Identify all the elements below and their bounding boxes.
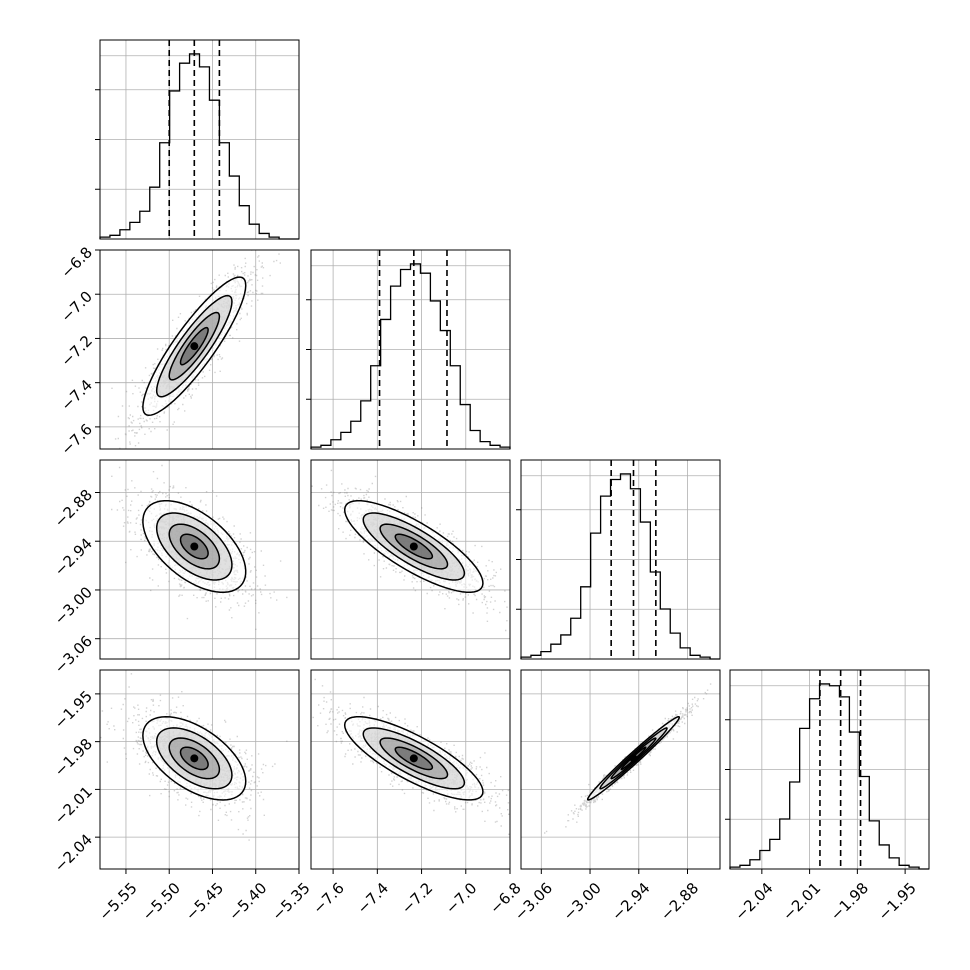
- ytick-label-3-0: −2.04: [51, 830, 96, 875]
- ytick-label-3-3: −1.95: [51, 687, 96, 732]
- xtick-label-3-1: −2.01: [779, 879, 824, 924]
- xtick-label-0-4: −5.35: [269, 879, 314, 924]
- peak-marker-2-1: [409, 542, 418, 551]
- xtick-label-2-2: −2.94: [608, 879, 653, 924]
- panel-3-1: [311, 670, 510, 869]
- ytick-label-3-1: −2.01: [51, 783, 96, 828]
- axes-frame-3-0: [99, 669, 300, 870]
- ytick-label-1-3: −7.0: [58, 288, 96, 326]
- ytick-label-3-2: −1.98: [51, 735, 96, 780]
- axes-frame-0-0: [99, 39, 300, 240]
- panel-2-0: [100, 460, 299, 659]
- xtick-label-3-0: −2.04: [731, 879, 776, 924]
- axes-frame-3-1: [310, 669, 511, 870]
- peak-marker-3-1: [409, 754, 418, 763]
- xtick-label-1-2: −7.2: [398, 879, 436, 917]
- xtick-label-0-1: −5.50: [139, 879, 184, 924]
- panel-3-2: [521, 670, 720, 869]
- xtick-label-0-3: −5.40: [225, 879, 270, 924]
- ytick-label-2-3: −2.88: [51, 486, 96, 531]
- ytick-label-1-2: −7.2: [58, 332, 96, 370]
- ytick-label-2-0: −3.06: [51, 632, 96, 677]
- peak-marker-2-0: [190, 542, 199, 551]
- ytick-label-1-0: −7.6: [58, 420, 96, 458]
- panel-1-0: [100, 250, 299, 449]
- xtick-label-0-2: −5.45: [182, 879, 227, 924]
- xtick-label-3-2: −1.98: [827, 879, 872, 924]
- ytick-label-1-1: −7.4: [58, 376, 96, 414]
- axes-frame-3-3: [729, 669, 930, 870]
- axes-frame-3-2: [520, 669, 721, 870]
- panel-2-1: [311, 460, 510, 659]
- histogram-0: [99, 53, 299, 240]
- peak-marker-3-0: [190, 754, 199, 763]
- axes-frame-2-2: [520, 459, 721, 660]
- ytick-label-2-1: −3.00: [51, 583, 96, 628]
- xtick-label-0-0: −5.55: [95, 879, 140, 924]
- xtick-label-1-1: −7.4: [354, 879, 392, 917]
- xtick-label-2-3: −2.88: [657, 879, 702, 924]
- axes-frame-1-1: [310, 249, 511, 450]
- peak-marker-3-2: [629, 754, 638, 763]
- histogram-3: [729, 683, 929, 870]
- axes-frame-2-0: [99, 459, 300, 660]
- ytick-label-2-2: −2.94: [51, 535, 96, 580]
- panel-3-0: [100, 670, 299, 869]
- xtick-label-3-3: −1.95: [875, 879, 920, 924]
- histogram-1: [310, 263, 511, 449]
- peak-marker-1-0: [190, 342, 199, 351]
- ytick-label-1-4: −6.8: [58, 243, 96, 281]
- xtick-label-1-0: −7.6: [309, 879, 347, 917]
- axes-frame-1-0: [99, 249, 300, 450]
- histogram-2: [520, 473, 720, 660]
- axes-frame-2-1: [310, 459, 511, 660]
- xtick-label-2-1: −3.00: [560, 879, 605, 924]
- xtick-label-1-3: −7.0: [442, 879, 480, 917]
